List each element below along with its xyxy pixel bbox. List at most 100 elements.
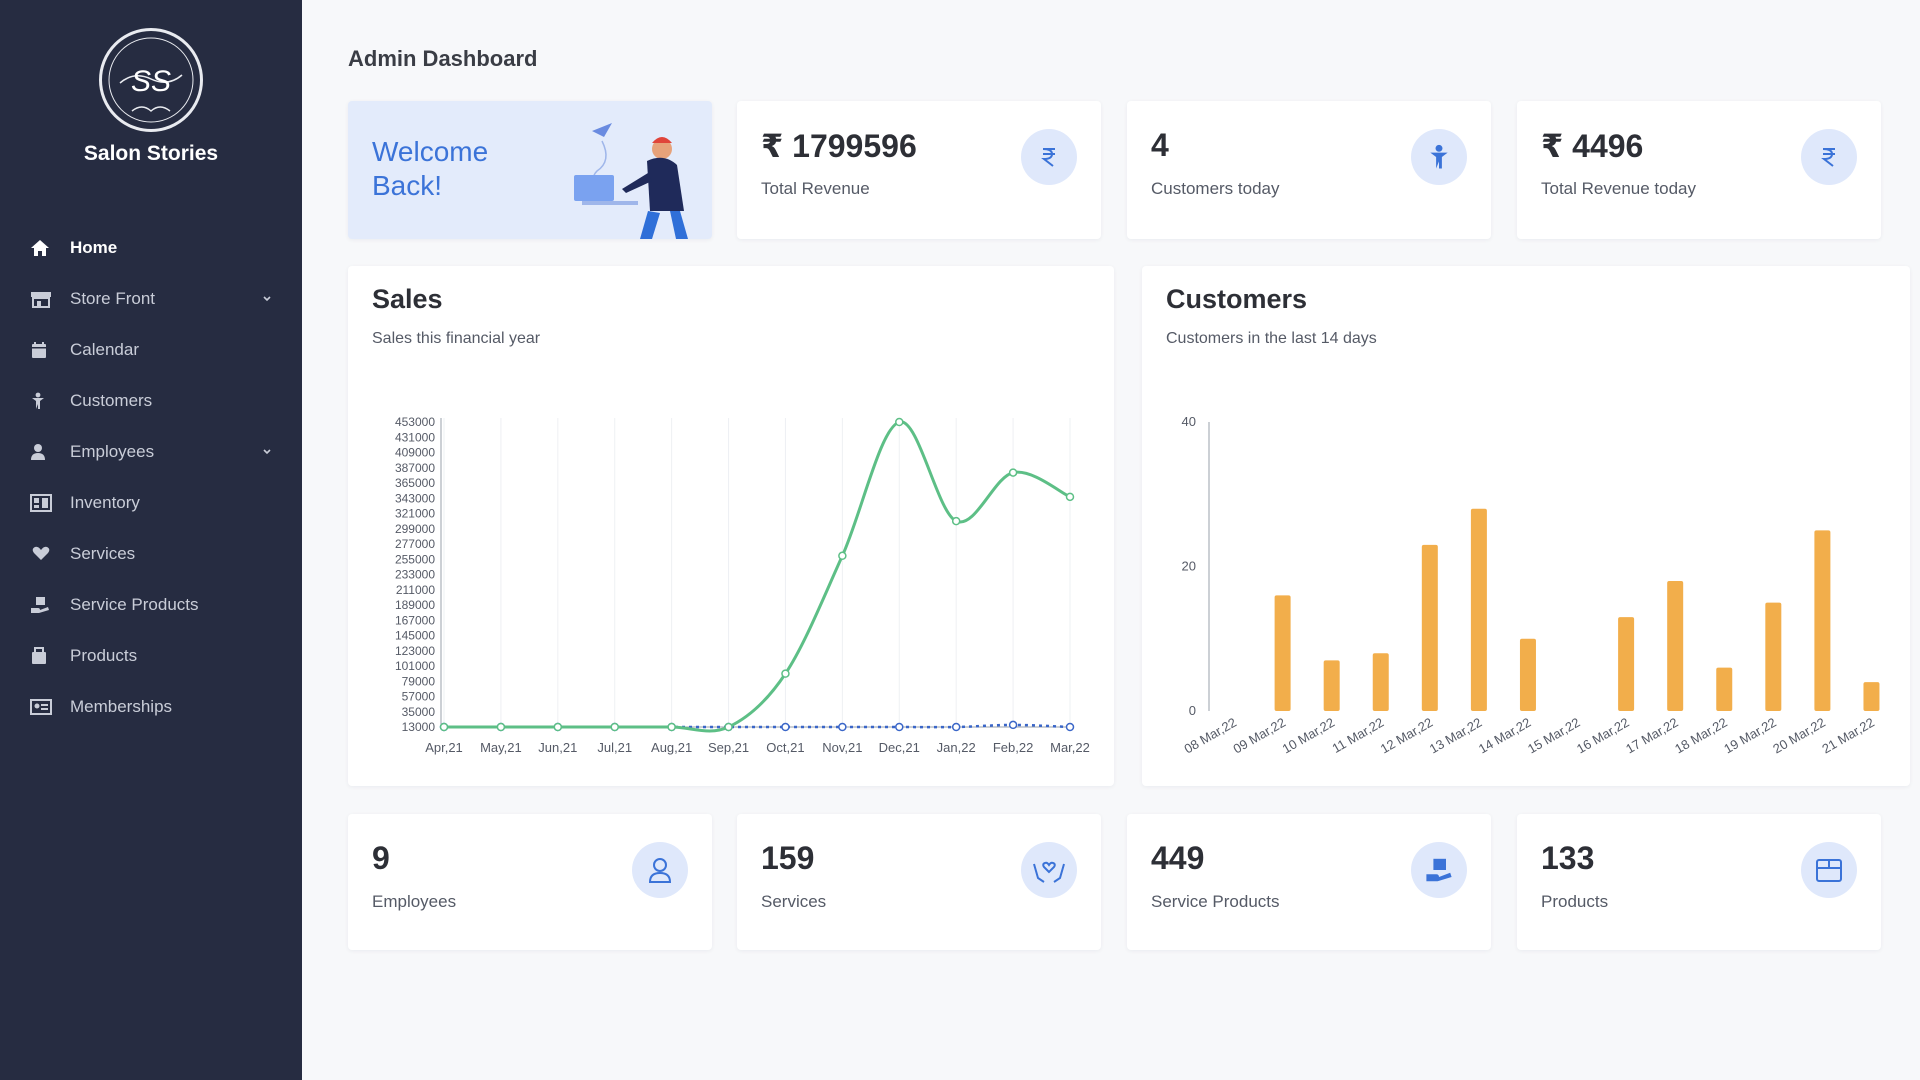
services-icon [30, 545, 52, 563]
bar[interactable] [1765, 602, 1782, 711]
y-tick-label: 343000 [395, 491, 435, 505]
chevron-down-icon[interactable] [262, 289, 272, 302]
y-tick-label: 35000 [402, 705, 436, 719]
y-tick-label: 431000 [395, 430, 435, 444]
logo-text: SS [131, 65, 171, 98]
customer-icon [1411, 129, 1467, 185]
bar[interactable] [1421, 544, 1438, 711]
data-point[interactable] [951, 516, 961, 526]
products-icon [1801, 842, 1857, 898]
bar[interactable] [1372, 653, 1389, 711]
data-point[interactable] [781, 669, 790, 678]
data-point[interactable] [1065, 492, 1075, 502]
stat-card-products: 133 Products [1517, 814, 1881, 950]
sidebar: SS Salon Stories Home Store Front [0, 0, 302, 1080]
bar[interactable] [1863, 682, 1880, 711]
sidebar-item-customers[interactable]: Customers [0, 375, 302, 426]
bar[interactable] [1519, 638, 1536, 711]
stat-card-employees: 9 Employees [348, 814, 712, 950]
x-tick-label: 21 Mar,22 [1819, 715, 1877, 757]
data-point[interactable] [553, 722, 563, 732]
sales-chart-card: Sales Sales this financial year Apr,21 Ma… [348, 266, 1114, 786]
y-tick-label: 40 [1182, 414, 1196, 429]
brand-logo[interactable]: SS [99, 28, 203, 132]
sidebar-item-employees[interactable]: Employees [0, 426, 302, 477]
y-tick-label: 123000 [395, 644, 435, 658]
sales-line-chart[interactable]: Apr,21 May,21 Jun,21 Jul,21 Aug,21 Sep,21 Oct,… [348, 266, 1114, 786]
data-point[interactable] [496, 722, 506, 732]
x-tick-label: Oct,21 [766, 740, 804, 755]
x-tick-label: Dec,21 [879, 740, 920, 755]
bar[interactable] [1667, 580, 1684, 711]
data-point[interactable] [895, 417, 904, 427]
x-tick-label: 12 Mar,22 [1378, 715, 1436, 757]
x-tick-label: 09 Mar,22 [1231, 715, 1289, 757]
sidebar-item-inventory[interactable]: Inventory [0, 477, 302, 528]
sidebar-item-service-products[interactable]: Service Products [0, 579, 302, 630]
bar[interactable] [1323, 660, 1340, 711]
page-title: Admin Dashboard [348, 46, 538, 71]
stat-label: Total Revenue [761, 179, 870, 198]
user-icon [632, 842, 688, 898]
bar[interactable] [1470, 508, 1487, 711]
stat-value: ₹ 4496 [1541, 128, 1644, 164]
data-point[interactable] [724, 722, 733, 732]
sidebar-item-memberships[interactable]: Memberships [0, 681, 302, 732]
stat-label: Services [761, 892, 827, 911]
data-point[interactable] [667, 722, 676, 732]
data-point[interactable] [951, 722, 961, 732]
stat-value: 449 [1151, 840, 1205, 876]
data-point[interactable] [781, 722, 790, 732]
products-icon [30, 646, 52, 665]
data-point[interactable] [1008, 720, 1018, 730]
bar[interactable] [1716, 667, 1733, 711]
stat-label: Employees [372, 892, 457, 911]
stat-card-total-revenue: ₹ 1799596 Total Revenue [737, 101, 1101, 239]
sidebar-item-label: Store Front [70, 288, 156, 308]
y-tick-label: 233000 [395, 568, 435, 582]
y-tick-label: 299000 [395, 522, 435, 536]
service-products-icon [30, 596, 52, 614]
store-icon [30, 290, 52, 308]
x-tick-label: Sep,21 [708, 740, 749, 755]
x-tick-label: 10 Mar,22 [1280, 715, 1338, 757]
sidebar-item-home[interactable]: Home [0, 222, 302, 273]
x-tick-label: 19 Mar,22 [1721, 715, 1779, 757]
sidebar-item-store-front[interactable]: Store Front [0, 273, 302, 324]
chart-title: Sales [372, 284, 443, 314]
sidebar-item-label: Home [70, 237, 118, 257]
customer-icon [30, 392, 52, 410]
rupee-icon [1021, 129, 1077, 185]
data-point[interactable] [1065, 722, 1075, 732]
y-tick-label: 409000 [395, 446, 435, 460]
data-point[interactable] [895, 722, 904, 732]
x-tick-label: Jul,21 [597, 740, 632, 755]
data-point[interactable] [838, 551, 847, 561]
bar[interactable] [1274, 595, 1291, 711]
bar[interactable] [1618, 617, 1635, 711]
chart-subtitle: Sales this financial year [372, 330, 541, 347]
data-point[interactable] [610, 722, 619, 732]
x-tick-label: Jun,21 [538, 740, 577, 755]
sidebar-item-products[interactable]: Products [0, 630, 302, 681]
data-point[interactable] [439, 722, 449, 732]
sales-series-line[interactable] [444, 420, 1071, 733]
data-point[interactable] [1008, 468, 1018, 477]
home-icon [30, 239, 52, 257]
y-tick-label: 365000 [395, 476, 435, 490]
y-tick-label: 20 [1182, 559, 1196, 574]
sidebar-item-label: Products [70, 645, 138, 665]
bar[interactable] [1814, 530, 1831, 711]
user-icon [30, 443, 52, 461]
x-tick-label: Feb,22 [993, 740, 1033, 755]
stat-value: 4 [1151, 127, 1169, 163]
y-tick-label: 277000 [395, 537, 435, 551]
sidebar-item-services[interactable]: Services [0, 528, 302, 579]
x-tick-label: 18 Mar,22 [1672, 715, 1730, 757]
welcome-text: Welcome Back! [372, 135, 488, 203]
sidebar-item-calendar[interactable]: Calendar [0, 324, 302, 375]
chevron-down-icon[interactable] [262, 442, 272, 455]
data-point[interactable] [838, 722, 847, 732]
brand-name: Salon Stories [83, 142, 219, 165]
